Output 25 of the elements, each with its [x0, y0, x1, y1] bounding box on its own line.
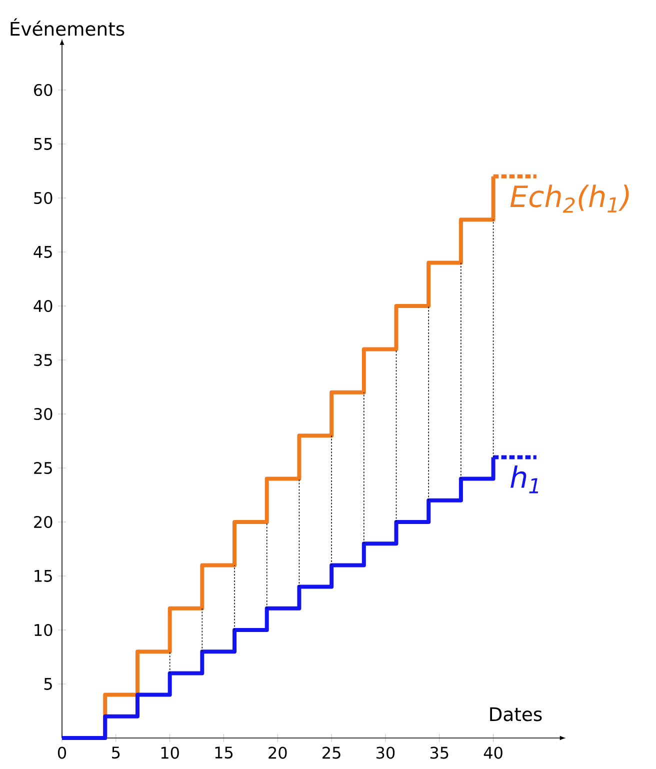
y-tick-label: 30: [34, 408, 52, 420]
series-label: Ech$_{2}$(h$_{1}$): [510, 184, 629, 213]
y-tick-label: 20: [34, 516, 52, 528]
x-tick-label: 20: [268, 746, 287, 759]
x-axis-title: Dates: [490, 707, 542, 722]
x-tick-label: 0: [58, 746, 66, 759]
y-tick-label: 15: [34, 570, 52, 582]
y-tick-label: 40: [34, 300, 52, 312]
y-tick-label: 60: [34, 84, 52, 96]
series-label: h$_{1}$: [510, 465, 538, 494]
y-tick-label: 25: [34, 462, 52, 474]
x-tick-label: 10: [161, 746, 179, 759]
x-tick-label: 40: [484, 746, 502, 759]
x-tick-label: 35: [430, 746, 448, 759]
y-tick-label: 55: [34, 138, 52, 150]
y-tick-label: 10: [34, 624, 52, 636]
y-tick-label: 5: [44, 678, 52, 690]
y-tick-label: 35: [34, 354, 52, 366]
x-tick-label: 15: [215, 746, 233, 759]
y-tick-label: 45: [34, 246, 52, 258]
x-tick-label: 5: [112, 746, 120, 759]
y-axis-title: Événements: [10, 18, 124, 36]
x-tick-label: 30: [376, 746, 395, 759]
y-tick-label: 50: [34, 192, 52, 204]
x-tick-label: 25: [322, 746, 340, 759]
